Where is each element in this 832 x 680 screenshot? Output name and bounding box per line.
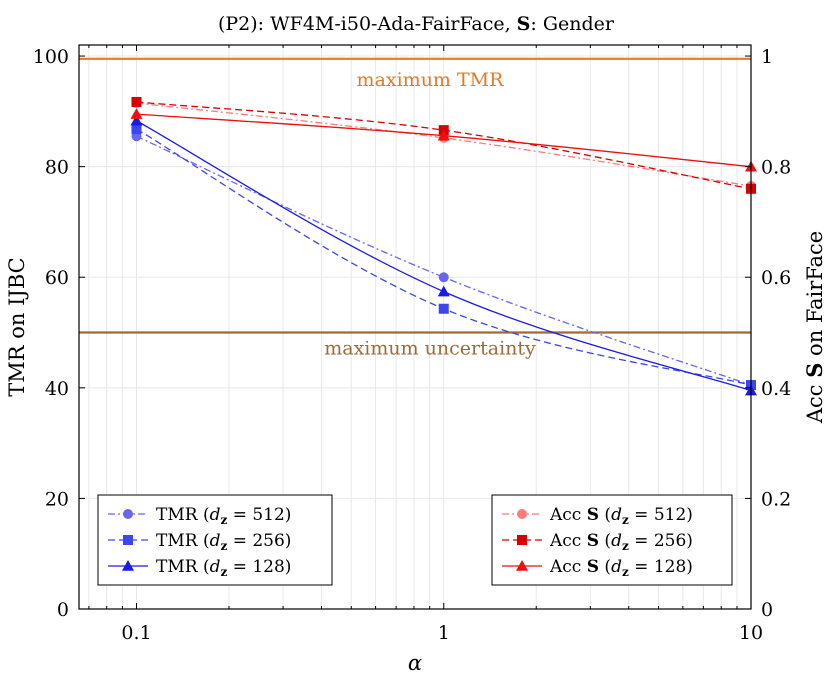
- y-axis-left-label: TMR on IJBC: [5, 257, 29, 396]
- axis-ticks: 0 20 40 60 80 100 0 0.2 0.4 0.6 0.8 1 0.1 1 10: [33, 45, 791, 644]
- point-triangle: [437, 285, 450, 297]
- legend-label: TMR (dz = 128): [156, 557, 291, 579]
- x-tick-label: 1: [438, 622, 450, 644]
- plot-frame: [78, 44, 752, 610]
- legend-label-d: d: [611, 505, 622, 525]
- point-circle: [438, 272, 449, 283]
- legend-label-z: z: [220, 565, 227, 579]
- point-triangle: [122, 560, 134, 571]
- legend-label-tail: = 256): [629, 531, 693, 551]
- legend-box: [491, 494, 733, 586]
- point-square: [131, 96, 142, 107]
- point-circle: [123, 509, 133, 519]
- legend-label-d: d: [611, 557, 622, 577]
- legend-entry: Acc S (dz = 512): [502, 505, 693, 527]
- legend-label-head: TMR (: [156, 557, 210, 577]
- legend-label-tail: = 128): [227, 557, 291, 577]
- legend-entry: Acc S (dz = 128): [502, 557, 693, 579]
- legend-tmr: TMR (dz = 512)TMR (dz = 256)TMR (dz = 12…: [97, 494, 333, 586]
- legend-label-head: Acc: [549, 505, 587, 525]
- legend-label-z: z: [220, 539, 227, 553]
- reference-line-label: maximum uncertainty: [324, 338, 536, 360]
- point-triangle: [130, 108, 143, 119]
- legend-label-open: (: [599, 557, 611, 577]
- x-axis-label: α: [408, 651, 422, 675]
- y-left-tick-label: 100: [33, 46, 69, 68]
- title-attribute-symbol: S: [517, 13, 531, 35]
- legend-label-tail: = 256): [227, 531, 291, 551]
- series-layer: [130, 96, 757, 396]
- y-axis-right-label: Acc S on FairFace: [802, 231, 827, 424]
- title-text-tail: : Gender: [530, 13, 615, 35]
- y-right-label-head: Acc: [803, 378, 827, 424]
- legend-label-head: Acc: [549, 557, 587, 577]
- title-text: (P2): WF4M-i50-Ada-FairFace,: [218, 13, 517, 35]
- legend-label-d: d: [210, 505, 221, 525]
- reference-lines: maximum TMR maximum uncertainty: [79, 57, 751, 360]
- legend-label-tail: = 128): [629, 557, 693, 577]
- legend-label: TMR (dz = 512): [156, 505, 291, 527]
- y-right-tick-label: 0.2: [761, 488, 791, 510]
- point-square: [131, 124, 142, 135]
- x-tick-label: 10: [739, 622, 763, 644]
- y-right-tick-label: 0.4: [761, 378, 791, 400]
- y-left-tick-label: 0: [57, 599, 69, 621]
- legend-entry: TMR (dz = 128): [108, 557, 291, 579]
- legend-label: Acc S (dz = 128): [549, 557, 693, 579]
- point-circle: [517, 509, 527, 519]
- point-triangle: [437, 129, 450, 141]
- point-square: [123, 535, 133, 545]
- legend-label-symbol: S: [587, 531, 599, 551]
- reference-line-label: maximum TMR: [357, 69, 505, 91]
- point-square: [438, 303, 449, 314]
- y-right-tick-label: 0.8: [761, 157, 791, 179]
- point-triangle: [516, 560, 528, 571]
- legend-label-head: TMR (: [156, 531, 210, 551]
- legend-label-open: (: [599, 505, 611, 525]
- point-square: [517, 535, 527, 545]
- legend-label-z: z: [622, 513, 629, 527]
- legend-label-head: TMR (: [156, 505, 210, 525]
- legend-label-head: Acc: [549, 531, 587, 551]
- legend-label-symbol: S: [587, 557, 599, 577]
- chart-title: (P2): WF4M-i50-Ada-FairFace, S: Gender: [218, 13, 615, 35]
- y-left-tick-label: 40: [45, 378, 69, 400]
- y-right-label-symbol: S: [802, 363, 827, 378]
- legend-label-tail: = 512): [629, 505, 693, 525]
- legend-label-tail: = 512): [227, 505, 291, 525]
- legend-label-z: z: [622, 565, 629, 579]
- legend-label-symbol: S: [587, 505, 599, 525]
- y-right-tick-label: 0.6: [761, 267, 791, 289]
- legend-label: TMR (dz = 256): [156, 531, 291, 553]
- legend-label-d: d: [611, 531, 622, 551]
- legend-label: Acc S (dz = 256): [549, 531, 693, 553]
- legend-acc: Acc S (dz = 512)Acc S (dz = 256)Acc S (d…: [491, 494, 733, 586]
- legend-label-open: (: [599, 531, 611, 551]
- legend-entry: Acc S (dz = 256): [502, 531, 693, 553]
- legend-label-z: z: [220, 513, 227, 527]
- series-line: [136, 135, 752, 386]
- legend-label-z: z: [622, 539, 629, 553]
- point-triangle: [130, 114, 143, 126]
- y-right-tick-label: 1: [761, 46, 773, 68]
- y-left-tick-label: 20: [45, 488, 69, 510]
- y-left-tick-label: 80: [45, 157, 69, 179]
- y-right-tick-label: 0: [761, 599, 773, 621]
- legend-entry: TMR (dz = 256): [108, 531, 291, 553]
- legend-entry: TMR (dz = 512): [108, 505, 291, 527]
- legend-label: Acc S (dz = 512): [549, 505, 693, 527]
- legend-label-d: d: [210, 557, 221, 577]
- y-right-label-tail: on FairFace: [803, 231, 827, 363]
- legend-label-d: d: [210, 531, 221, 551]
- x-tick-label: 0.1: [121, 622, 151, 644]
- y-left-tick-label: 60: [45, 267, 69, 289]
